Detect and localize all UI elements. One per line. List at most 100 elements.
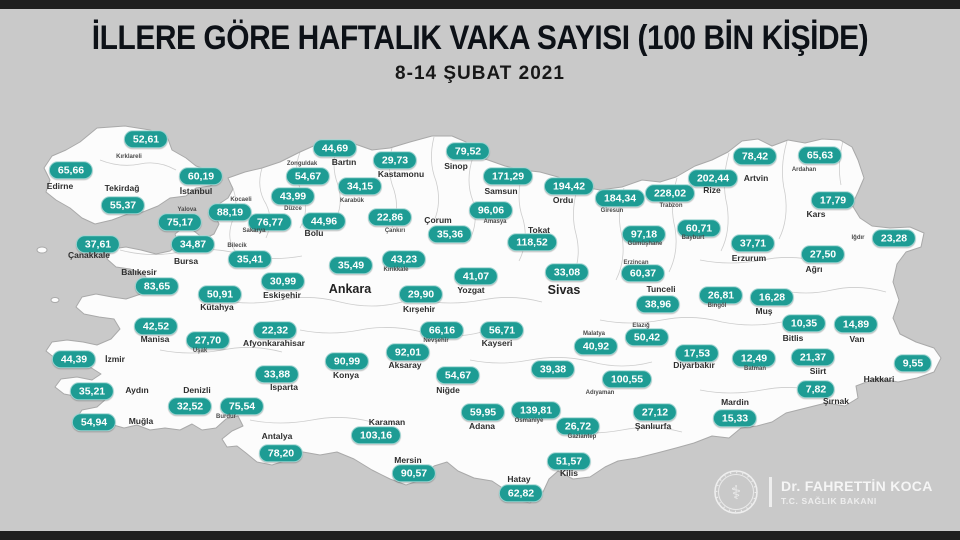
province-name-label: Sinop (444, 161, 468, 171)
province-name-label: Düzce (284, 206, 302, 212)
province-value-badge: 17,53 (674, 344, 720, 362)
province-value-badge: 35,49 (328, 256, 374, 274)
province-value-badge: 37,71 (730, 234, 776, 252)
letterbox-top (0, 0, 960, 9)
province-name-label: Adıyaman (585, 390, 615, 396)
province-name-label: Yozgat (457, 285, 485, 295)
province-name-label: Bursa (173, 256, 199, 266)
province-name-label: Muş (755, 306, 773, 316)
province-name-label: Edirne (46, 181, 74, 191)
province-value-badge: 78,42 (732, 147, 778, 165)
province-value-badge: 78,20 (258, 444, 304, 462)
province-value-badge: 29,73 (372, 151, 418, 169)
province-value-badge: 9,55 (893, 354, 933, 372)
province-value-badge: 52,61 (123, 130, 169, 148)
province-value-badge: 97,18 (621, 225, 667, 243)
province-value-badge: 75,17 (157, 213, 203, 231)
province-name-label: Artvin (743, 173, 769, 183)
minister-role: T.C. SAĞLIK BAKANI (781, 496, 877, 506)
aegean-island (50, 297, 60, 303)
province-value-badge: 103,16 (350, 426, 402, 444)
province-value-badge: 32,52 (167, 397, 213, 415)
province-value-badge: 27,70 (185, 331, 231, 349)
province-value-badge: 35,21 (69, 382, 115, 400)
province-name-label: Aksaray (388, 360, 422, 370)
province-value-badge: 83,65 (134, 277, 180, 295)
province-name-label: Amasya (483, 219, 507, 225)
province-value-badge: 14,89 (833, 315, 879, 333)
province-name-label: Antalya (261, 431, 293, 441)
province-name-label: Kastamonu (377, 169, 425, 179)
province-name-label: Kocaeli (230, 197, 252, 203)
header: İLLERE GÖRE HAFTALIK VAKA SAYISI (100 Bİ… (0, 19, 960, 85)
province-value-badge: 75,54 (219, 397, 265, 415)
province-value-badge: 100,55 (601, 370, 653, 388)
province-name-label: Muğla (128, 416, 154, 426)
province-name-label: Çorum (424, 215, 452, 225)
province-name-label: Ordu (552, 195, 574, 205)
province-name-label: Denizli (183, 385, 211, 395)
province-name-label: Ağrı (805, 264, 823, 274)
province-value-badge: 54,67 (435, 366, 481, 384)
province-name-label: Burdur (216, 414, 236, 420)
province-name-label: Ankara (328, 282, 372, 296)
province-name-label: İstanbul (179, 186, 213, 196)
province-value-badge: 33,88 (254, 365, 300, 383)
province-name-label: Mersin (394, 455, 422, 465)
province-value-badge: 44,96 (301, 212, 347, 230)
page-title: İLLERE GÖRE HAFTALIK VAKA SAYISI (100 Bİ… (91, 19, 869, 57)
province-value-badge: 26,72 (555, 417, 601, 435)
province-value-badge: 22,86 (367, 208, 413, 226)
province-name-label: Van (849, 334, 865, 344)
province-value-badge: 22,32 (252, 321, 298, 339)
province-name-label: Balıkesir (121, 267, 157, 277)
province-name-label: Şırnak (823, 396, 849, 406)
province-name-label: Hatay (507, 474, 531, 484)
province-value-badge: 60,19 (178, 167, 224, 185)
province-name-label: Trabzon (659, 203, 683, 209)
province-name-label: Kars (806, 209, 826, 219)
province-value-badge: 44,39 (51, 350, 97, 368)
footer: ⚕ Dr. FAHRETTİN KOCA T.C. SAĞLIK BAKANI (712, 468, 933, 516)
province-name-label: Afyonkarahisar (243, 338, 305, 348)
province-value-badge: 39,38 (530, 360, 576, 378)
province-name-label: Osmaniye (514, 418, 544, 424)
aegean-island (36, 246, 48, 254)
province-name-label: Erzincan (623, 260, 649, 266)
province-name-label: Bolu (304, 228, 324, 238)
province-name-label: Tekirdağ (104, 183, 140, 193)
province-value-badge: 55,37 (100, 196, 146, 214)
province-value-badge: 42,52 (133, 317, 179, 335)
province-name-label: Nevşehir (423, 338, 449, 344)
province-name-label: Rize (703, 185, 721, 195)
province-name-label: Diyarbakır (673, 360, 715, 370)
province-value-badge: 35,36 (427, 225, 473, 243)
minister-name: Dr. FAHRETTİN KOCA (781, 478, 933, 494)
province-value-badge: 62,82 (498, 484, 544, 502)
province-value-badge: 7,82 (796, 380, 836, 398)
province-value-badge: 228,02 (644, 184, 696, 202)
province-name-label: Uşak (192, 348, 208, 354)
province-value-badge: 51,57 (546, 452, 592, 470)
province-value-badge: 66,16 (419, 321, 465, 339)
province-value-badge: 33,08 (544, 263, 590, 281)
province-name-label: Batman (743, 366, 767, 372)
province-value-badge: 184,34 (594, 189, 646, 207)
province-value-badge: 60,37 (620, 264, 666, 282)
province-name-label: Bilecik (227, 243, 247, 249)
province-name-label: Bartın (331, 157, 357, 167)
province-name-label: Gümüşhane (627, 241, 663, 247)
province-name-label: Aydın (125, 385, 149, 395)
province-value-badge: 30,99 (260, 272, 306, 290)
province-value-badge: 12,49 (731, 349, 777, 367)
province-value-badge: 43,23 (381, 250, 427, 268)
province-value-badge: 26,81 (698, 286, 744, 304)
province-value-badge: 29,90 (398, 285, 444, 303)
province-name-label: Kırklareli (116, 154, 142, 160)
date-range: 8-14 ŞUBAT 2021 (395, 63, 565, 85)
province-name-label: Niğde (436, 385, 460, 395)
province-name-label: Yalova (177, 207, 197, 213)
province-name-label: Kırıkkale (383, 267, 409, 273)
province-value-badge: 15,33 (712, 409, 758, 427)
